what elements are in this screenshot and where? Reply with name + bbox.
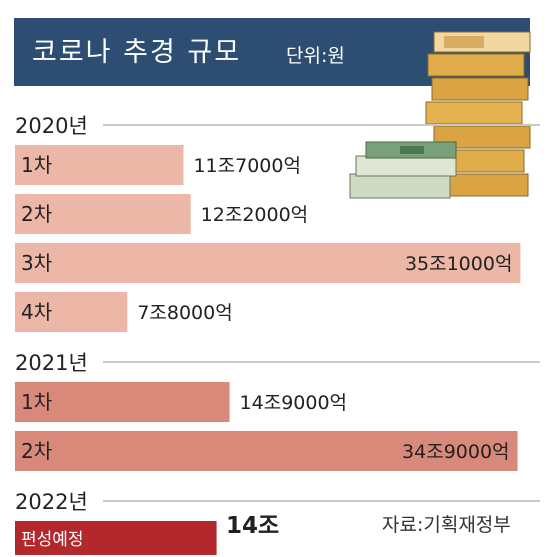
bar-category-label: 1차 [21, 153, 52, 177]
chart-title: 코로나 추경 규모 [32, 37, 242, 68]
bar-value-label: 7조8000억 [137, 302, 232, 324]
money-stack-small [349, 141, 457, 199]
source-label: 자료:기획재정부 [382, 514, 511, 536]
bar-category-label: 3차 [21, 251, 52, 275]
highlight-value-2022: 14조 [226, 513, 280, 539]
bar-value-label: 35조1000억 [405, 253, 513, 275]
bar-value-label: 14조9000억 [240, 392, 348, 414]
bar-category-label: 2차 [21, 202, 52, 226]
bar [15, 521, 217, 555]
money-stack-illustration [349, 31, 531, 199]
bar [15, 243, 521, 283]
bar-category-label: 편성예정 [21, 530, 84, 550]
bar [15, 292, 128, 332]
bar-value-label: 12조2000억 [201, 204, 309, 226]
year-label: 2020년 [15, 114, 88, 138]
bar [15, 194, 191, 234]
bar-value-label: 11조7000억 [193, 155, 300, 177]
year-label: 2022년 [15, 490, 88, 514]
bar-category-label: 2차 [21, 439, 52, 463]
bar-value-label: 34조9000억 [402, 441, 510, 463]
bar [15, 145, 184, 185]
bar [15, 382, 230, 422]
bar-category-label: 4차 [21, 300, 52, 324]
bar-category-label: 1차 [21, 390, 52, 414]
unit-label: 단위:원 [286, 45, 345, 67]
bar [15, 431, 518, 471]
year-label: 2021년 [15, 351, 88, 375]
